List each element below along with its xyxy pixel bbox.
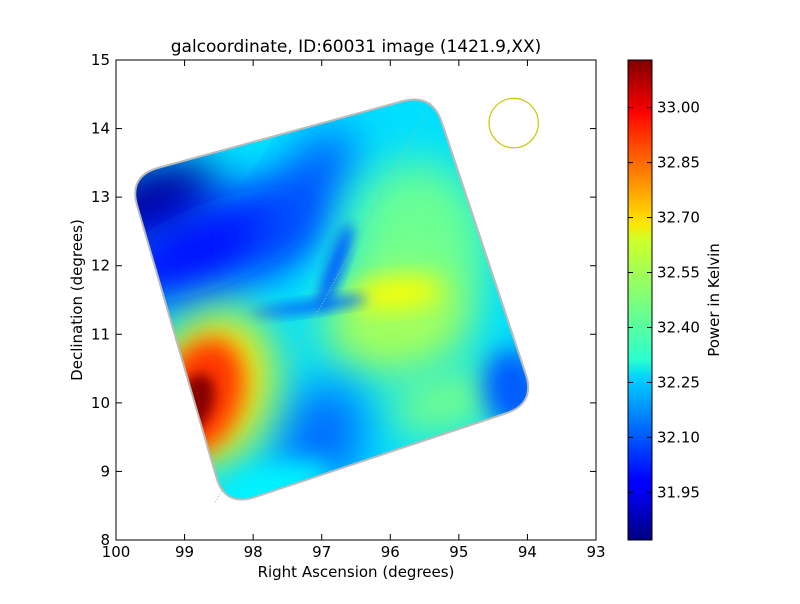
colorbar-label: Power in Kelvin <box>705 243 723 357</box>
heatmap-fill <box>136 100 528 499</box>
colorbar-tick-label: 32.55 <box>657 264 700 282</box>
x-tick-label: 99 <box>175 543 194 561</box>
heatmap-blob <box>249 129 353 265</box>
heatmap-blob <box>215 461 332 499</box>
y-tick-label: 15 <box>91 51 110 69</box>
colorbar-tick-label: 32.85 <box>657 154 700 172</box>
y-tick-label: 11 <box>91 325 110 343</box>
colorbar-tick-label: 32.25 <box>657 373 700 391</box>
colorbar-tick-label: 32.10 <box>657 428 700 446</box>
y-tick-label: 10 <box>91 394 110 412</box>
y-tick-label: 12 <box>91 257 110 275</box>
x-tick-label: 95 <box>449 543 468 561</box>
heatmap-blob <box>318 223 353 309</box>
colorbar-gradient <box>627 59 653 541</box>
x-tick-label: 93 <box>586 543 605 561</box>
heatmap-blob <box>248 296 368 318</box>
heatmap-blob <box>352 278 442 308</box>
colorbar-tick-label: 33.00 <box>657 99 700 117</box>
x-tick-label: 98 <box>244 543 263 561</box>
x-tick-label: 100 <box>102 543 131 561</box>
y-tick-label: 9 <box>100 462 110 480</box>
heatmap-blob <box>483 349 528 429</box>
colorbar-tick-label: 31.95 <box>657 483 700 501</box>
chart-title: galcoordinate, ID:60031 image (1421.9,XX… <box>171 37 542 57</box>
colorbar-ticks: 31.95 32.10 32.25 32.40 32.55 32.70 32.85 33.00 <box>628 99 700 501</box>
heatmap <box>134 98 530 501</box>
y-axis-label: Declination (degrees) <box>68 219 86 381</box>
y-tick-label: 14 <box>91 120 110 138</box>
x-tick-label: 97 <box>312 543 331 561</box>
colorbar-tick-label: 32.70 <box>657 209 700 227</box>
colorbar: 31.95 32.10 32.25 32.40 32.55 32.70 32.85 33.00… <box>627 59 723 541</box>
y-axis: 8 9 10 11 12 13 14 15 <box>91 51 596 549</box>
axes-frame <box>115 59 597 541</box>
scan-path <box>214 100 432 503</box>
x-axis: 100 99 98 97 96 95 94 93 <box>102 60 606 561</box>
x-tick-label: 94 <box>518 543 537 561</box>
colorbar-tick-label: 32.40 <box>657 318 700 336</box>
x-axis-label: Right Ascension (degrees) <box>258 563 455 581</box>
x-tick-label: 96 <box>381 543 400 561</box>
beam-circle <box>488 97 539 149</box>
y-tick-label: 8 <box>100 531 110 549</box>
y-tick-label: 13 <box>91 188 110 206</box>
heatmap-blob <box>386 369 504 436</box>
